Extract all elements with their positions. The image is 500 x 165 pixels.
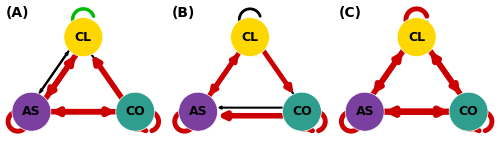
Text: AS: AS bbox=[22, 105, 40, 118]
Text: (C): (C) bbox=[339, 6, 362, 20]
Circle shape bbox=[230, 18, 270, 57]
Text: CO: CO bbox=[292, 105, 312, 118]
Text: (A): (A) bbox=[6, 6, 29, 20]
Circle shape bbox=[178, 92, 218, 131]
Circle shape bbox=[449, 92, 488, 131]
Text: AS: AS bbox=[356, 105, 374, 118]
Circle shape bbox=[116, 92, 154, 131]
Text: CO: CO bbox=[458, 105, 478, 118]
Circle shape bbox=[346, 92, 384, 131]
Circle shape bbox=[282, 92, 322, 131]
Text: CL: CL bbox=[408, 31, 425, 44]
Text: CL: CL bbox=[75, 31, 92, 44]
Circle shape bbox=[397, 18, 436, 57]
Text: CO: CO bbox=[126, 105, 145, 118]
Text: CL: CL bbox=[242, 31, 258, 44]
Circle shape bbox=[64, 18, 103, 57]
Text: AS: AS bbox=[189, 105, 208, 118]
Text: (B): (B) bbox=[172, 6, 196, 20]
Circle shape bbox=[12, 92, 51, 131]
